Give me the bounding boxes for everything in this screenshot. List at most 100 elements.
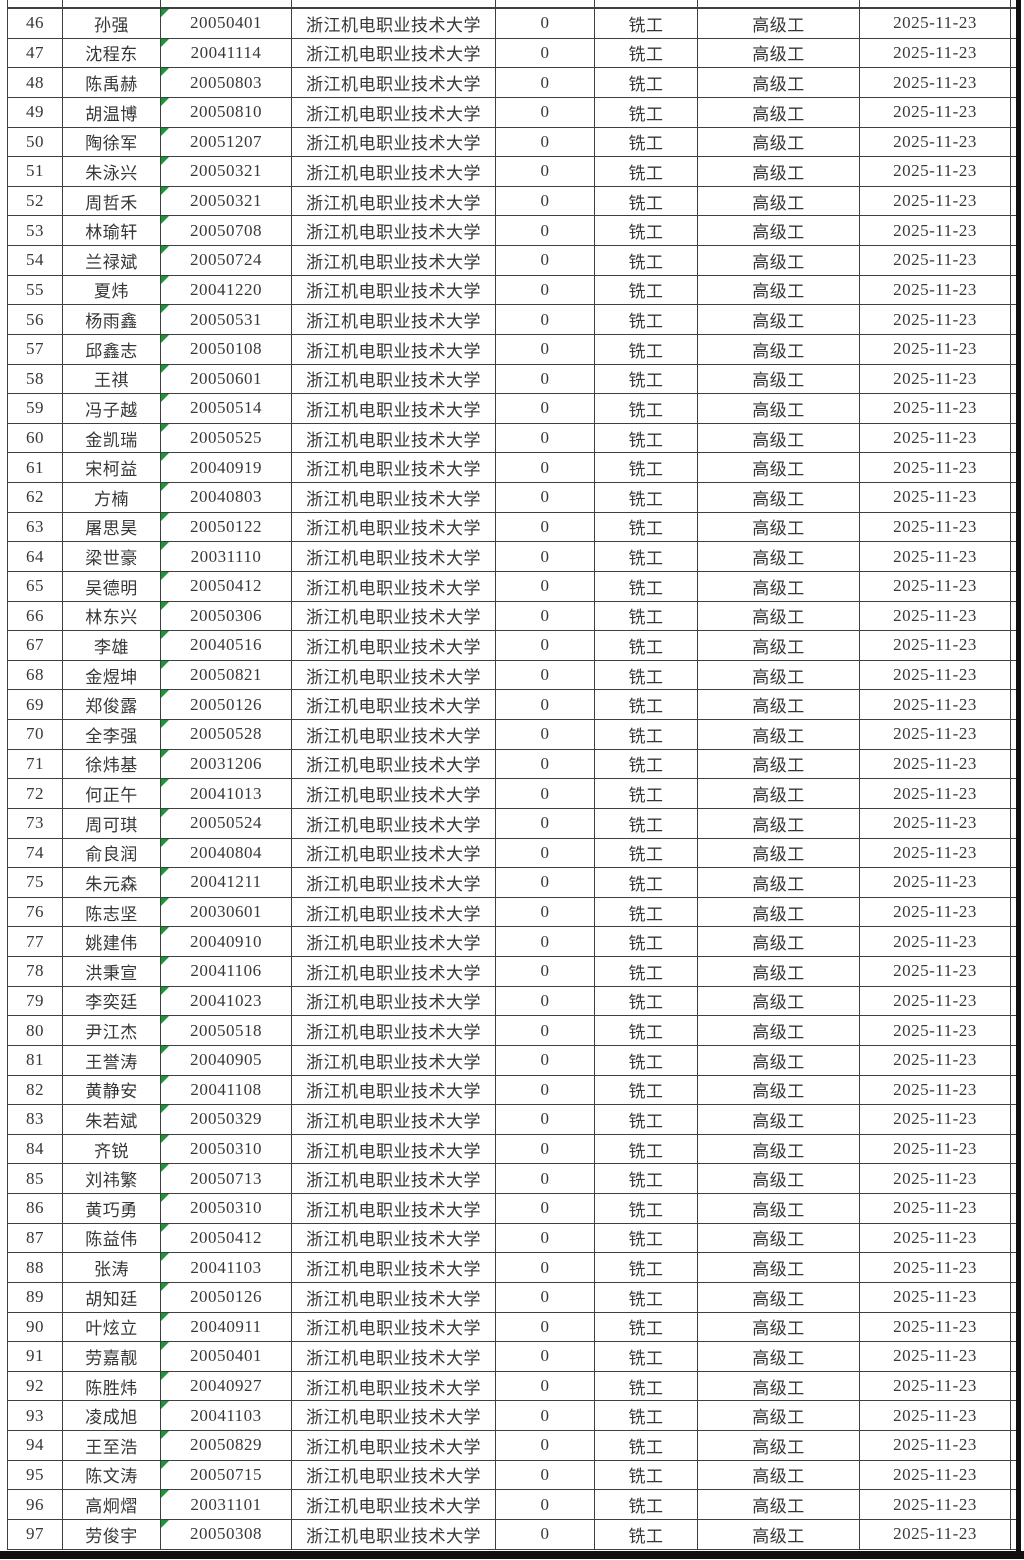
spacer-cell bbox=[1011, 1431, 1018, 1461]
name-cell: 王至浩 bbox=[63, 1431, 161, 1461]
count-cell: 0 bbox=[496, 690, 595, 720]
trade-cell: 铣工 bbox=[595, 127, 698, 158]
spacer-cell bbox=[1011, 868, 1018, 898]
spacer-cell bbox=[1011, 513, 1018, 543]
name-cell: 屠思昊 bbox=[63, 512, 161, 543]
spacer-cell bbox=[1011, 365, 1018, 395]
spacer-cell bbox=[1011, 157, 1018, 187]
cell-error-triangle-icon bbox=[161, 542, 169, 551]
date-cell: 2025-11-23 bbox=[860, 957, 1011, 987]
trade-cell: 铣工 bbox=[595, 1312, 698, 1343]
row-number-cell: 57 bbox=[8, 334, 63, 365]
id-number-cell: 20050108 bbox=[161, 334, 292, 365]
table-row: 88 张涛 20041103 浙江机电职业技术大学 0 铣工 高级工 2025-… bbox=[8, 1253, 1018, 1283]
table-row: 93 凌成旭 20041103 浙江机电职业技术大学 0 铣工 高级工 2025… bbox=[8, 1401, 1018, 1431]
grade-cell: 高级工 bbox=[698, 1194, 860, 1224]
row-number-cell: 50 bbox=[8, 127, 63, 158]
count-cell: 0 bbox=[496, 1401, 595, 1431]
trade-cell: 铣工 bbox=[595, 1105, 698, 1135]
row-number-cell: 71 bbox=[8, 749, 63, 780]
cell-error-triangle-icon bbox=[161, 897, 169, 906]
school-cell: 浙江机电职业技术大学 bbox=[292, 571, 496, 602]
count-cell: 0 bbox=[496, 957, 595, 987]
cell-error-triangle-icon bbox=[161, 660, 169, 669]
id-number-cell: 20040910 bbox=[161, 927, 292, 957]
table-row: 54 兰禄斌 20050724 浙江机电职业技术大学 0 铣工 高级工 2025… bbox=[8, 246, 1018, 276]
spacer-cell bbox=[1011, 572, 1018, 602]
name-cell: 杨雨鑫 bbox=[63, 305, 161, 335]
table-row: 84 齐锐 20050310 浙江机电职业技术大学 0 铣工 高级工 2025-… bbox=[8, 1134, 1018, 1165]
name-cell: 姚建伟 bbox=[63, 927, 161, 957]
row-number-cell: 51 bbox=[8, 157, 63, 187]
row-number-cell: 62 bbox=[8, 483, 63, 513]
count-cell: 0 bbox=[496, 1431, 595, 1461]
row-number-cell: 64 bbox=[8, 542, 63, 572]
date-cell: 2025-11-23 bbox=[860, 1016, 1011, 1046]
school-cell: 浙江机电职业技术大学 bbox=[292, 927, 496, 957]
id-number-cell: 20031110 bbox=[161, 542, 292, 572]
id-number-cell: 20041108 bbox=[161, 1075, 292, 1106]
row-number-cell: 63 bbox=[8, 512, 63, 543]
cell-error-triangle-icon bbox=[161, 601, 169, 610]
trade-cell: 铣工 bbox=[595, 1401, 698, 1431]
id-number-cell: 20040905 bbox=[161, 1045, 292, 1076]
table-row: 79 李奕廷 20041023 浙江机电职业技术大学 0 铣工 高级工 2025… bbox=[8, 986, 1018, 1017]
table-row: 49 胡温博 20050810 浙江机电职业技术大学 0 铣工 高级工 2025… bbox=[8, 97, 1018, 128]
page-edge-bottom bbox=[0, 1551, 1024, 1559]
count-cell: 0 bbox=[496, 897, 595, 928]
date-cell: 2025-11-23 bbox=[860, 660, 1011, 691]
date-cell: 2025-11-23 bbox=[860, 986, 1011, 1017]
spacer-cell bbox=[1011, 68, 1018, 98]
cell-error-triangle-icon bbox=[161, 186, 169, 195]
count-cell: 0 bbox=[496, 1312, 595, 1343]
school-cell: 浙江机电职业技术大学 bbox=[292, 868, 496, 898]
date-cell: 2025-11-23 bbox=[860, 779, 1011, 809]
school-cell: 浙江机电职业技术大学 bbox=[292, 1282, 496, 1313]
grade-cell: 高级工 bbox=[698, 1460, 860, 1491]
name-cell: 沈程东 bbox=[63, 38, 161, 69]
row-number-cell: 74 bbox=[8, 838, 63, 869]
spacer-cell bbox=[1011, 690, 1018, 720]
cell-error-triangle-icon bbox=[161, 97, 169, 106]
cell-error-triangle-icon bbox=[161, 1134, 169, 1143]
school-cell: 浙江机电职业技术大学 bbox=[292, 1253, 496, 1283]
name-cell: 叶炫立 bbox=[63, 1312, 161, 1343]
spacer-cell bbox=[1011, 1401, 1018, 1431]
count-cell: 0 bbox=[496, 246, 595, 276]
count-cell: 0 bbox=[496, 1134, 595, 1165]
date-cell: 2025-11-23 bbox=[860, 127, 1011, 158]
school-cell: 浙江机电职业技术大学 bbox=[292, 1045, 496, 1076]
cell-error-triangle-icon bbox=[161, 38, 169, 47]
spacer-cell bbox=[1011, 987, 1018, 1017]
row-number-cell: 53 bbox=[8, 216, 63, 246]
date-cell: 2025-11-23 bbox=[860, 1460, 1011, 1491]
row-number-cell: 76 bbox=[8, 897, 63, 928]
name-cell: 梁世豪 bbox=[63, 542, 161, 572]
grade-cell: 高级工 bbox=[698, 660, 860, 691]
row-number-cell: 65 bbox=[8, 571, 63, 602]
trade-cell: 铣工 bbox=[595, 1460, 698, 1491]
grade-cell: 高级工 bbox=[698, 868, 860, 898]
date-cell: 2025-11-23 bbox=[860, 720, 1011, 750]
table-row: 69 郑俊露 20050126 浙江机电职业技术大学 0 铣工 高级工 2025… bbox=[8, 690, 1018, 720]
school-cell: 浙江机电职业技术大学 bbox=[292, 394, 496, 424]
name-cell: 何正午 bbox=[63, 779, 161, 809]
count-cell: 0 bbox=[496, 275, 595, 306]
table-row: 63 屠思昊 20050122 浙江机电职业技术大学 0 铣工 高级工 2025… bbox=[8, 512, 1018, 543]
table-row: 58 王祺 20050601 浙江机电职业技术大学 0 铣工 高级工 2025-… bbox=[8, 364, 1018, 395]
date-cell: 2025-11-23 bbox=[860, 216, 1011, 246]
cell-error-triangle-icon bbox=[161, 868, 169, 877]
id-number-cell: 20050829 bbox=[161, 1431, 292, 1461]
row-number-cell: 68 bbox=[8, 660, 63, 691]
row-number-cell: 94 bbox=[8, 1431, 63, 1461]
row-number-cell: 52 bbox=[8, 186, 63, 217]
grade-cell: 高级工 bbox=[698, 808, 860, 839]
grade-cell: 高级工 bbox=[698, 720, 860, 750]
table-row: 70 全李强 20050528 浙江机电职业技术大学 0 铣工 高级工 2025… bbox=[8, 720, 1018, 750]
id-number-cell: 20041220 bbox=[161, 275, 292, 306]
spacer-cell bbox=[1011, 898, 1018, 928]
table-row: 87 陈益伟 20050412 浙江机电职业技术大学 0 铣工 高级工 2025… bbox=[8, 1223, 1018, 1254]
id-number-cell: 20050601 bbox=[161, 364, 292, 395]
row-number-cell: 67 bbox=[8, 631, 63, 661]
cell-error-triangle-icon bbox=[161, 216, 169, 225]
